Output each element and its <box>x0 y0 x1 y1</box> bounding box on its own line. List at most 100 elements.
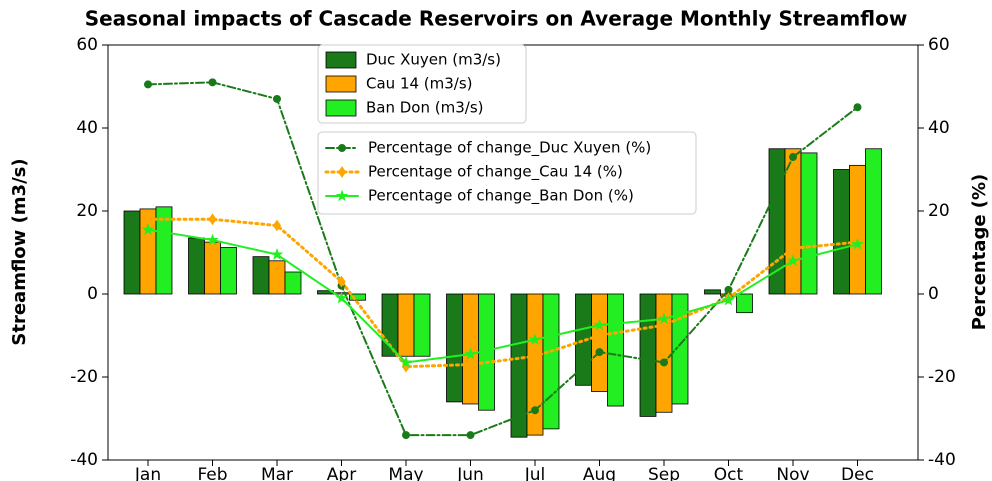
line-marker <box>399 355 413 368</box>
x-tick-label: Nov <box>776 465 809 481</box>
line-marker <box>337 275 346 288</box>
bar <box>865 148 882 295</box>
y-tick-label: 60 <box>76 35 98 55</box>
line-marker <box>144 80 152 89</box>
bar <box>800 152 818 295</box>
line <box>147 228 859 364</box>
legend-swatch <box>325 75 357 93</box>
bar <box>736 293 753 314</box>
line-marker <box>402 431 410 440</box>
x-tick-label: Jan <box>134 465 161 481</box>
line-marker <box>338 144 346 152</box>
bar <box>397 293 415 357</box>
x-tick-label: Oct <box>714 465 744 481</box>
line-marker <box>206 233 219 246</box>
line-marker <box>466 358 475 371</box>
line-marker <box>337 166 347 178</box>
legend-swatch <box>325 99 357 117</box>
bar <box>591 293 608 392</box>
y-tick-label: 0 <box>87 284 98 304</box>
line-marker <box>788 242 798 255</box>
line-marker <box>466 431 475 440</box>
legend-label: Percentage of change_Ban Don (%) <box>368 187 634 206</box>
x-tick-label: Dec <box>841 465 874 481</box>
chart-title: Seasonal impacts of Cascade Reservoirs o… <box>85 7 908 31</box>
legend-box <box>317 44 527 124</box>
bar <box>542 293 560 430</box>
bar <box>833 169 850 295</box>
line-marker <box>593 318 606 331</box>
legend-label: Percentage of change_Cau 14 (%) <box>368 163 623 182</box>
line-marker <box>273 94 281 103</box>
y2-tick-label: -40 <box>928 450 956 470</box>
line-marker <box>270 248 284 260</box>
legend-label: Cau 14 (m3/s) <box>366 75 473 93</box>
bar <box>639 293 657 417</box>
y-tick-label: -40 <box>70 450 98 470</box>
line-marker <box>208 78 217 87</box>
bar <box>220 247 237 295</box>
legend-label: Duc Xuyen (m3/s) <box>366 51 501 69</box>
x-tick-label: Aug <box>583 465 616 481</box>
x-tick-label: Apr <box>327 465 356 481</box>
bar <box>849 164 866 295</box>
y2-axis-label: Percentage (%) <box>969 174 990 331</box>
line-marker <box>595 329 604 342</box>
x-tick-label: Mar <box>261 465 293 481</box>
line-marker <box>528 333 542 345</box>
x-tick-label: Sep <box>648 465 680 481</box>
line-marker <box>335 189 349 202</box>
bar <box>188 237 205 295</box>
bar <box>768 148 786 295</box>
y2-tick-label: 60 <box>928 35 950 55</box>
line <box>146 217 859 369</box>
line-marker <box>208 213 217 226</box>
line-marker <box>657 312 671 325</box>
bar <box>349 293 366 301</box>
y-axis-label: Streamflow (m3/s) <box>9 158 30 345</box>
legend-swatch <box>325 51 357 69</box>
line-marker <box>141 223 155 235</box>
y2-tick-label: 20 <box>928 201 950 221</box>
y2-tick-label: -20 <box>928 367 956 387</box>
line-marker <box>786 254 800 267</box>
line-marker <box>272 219 282 232</box>
line-marker <box>335 291 348 304</box>
legend-label: Percentage of change_Duc Xuyen (%) <box>368 139 651 158</box>
bar <box>607 293 624 407</box>
line-marker <box>595 348 604 357</box>
line-marker <box>464 347 477 360</box>
bar <box>284 271 302 295</box>
legend-box <box>317 131 697 215</box>
bar <box>704 289 721 295</box>
line-marker <box>851 237 864 250</box>
bar <box>655 293 673 413</box>
bar <box>784 148 802 295</box>
bar <box>413 293 431 357</box>
line-marker <box>722 293 735 306</box>
bar <box>671 293 689 405</box>
bar <box>446 293 463 403</box>
x-tick-label: Jul <box>524 465 546 481</box>
line-marker <box>531 406 539 415</box>
y-tick-label: -20 <box>70 367 98 387</box>
line <box>147 81 859 437</box>
y2-tick-label: 0 <box>928 284 939 304</box>
x-tick-label: Feb <box>197 465 227 481</box>
bar <box>204 241 221 295</box>
line-marker <box>853 103 862 112</box>
x-tick-label: Jun <box>456 465 484 481</box>
y-tick-label: 40 <box>76 118 98 138</box>
line-marker <box>530 350 540 363</box>
bar <box>155 206 173 295</box>
line-marker <box>789 153 797 162</box>
bar <box>268 260 286 295</box>
y-tick-label: 20 <box>76 201 98 221</box>
bar <box>123 210 141 295</box>
line-marker <box>660 358 668 367</box>
bar <box>252 256 270 295</box>
x-tick-label: May <box>388 465 423 481</box>
y2-tick-label: 40 <box>928 118 950 138</box>
legend-label: Ban Don (m3/s) <box>366 99 484 117</box>
